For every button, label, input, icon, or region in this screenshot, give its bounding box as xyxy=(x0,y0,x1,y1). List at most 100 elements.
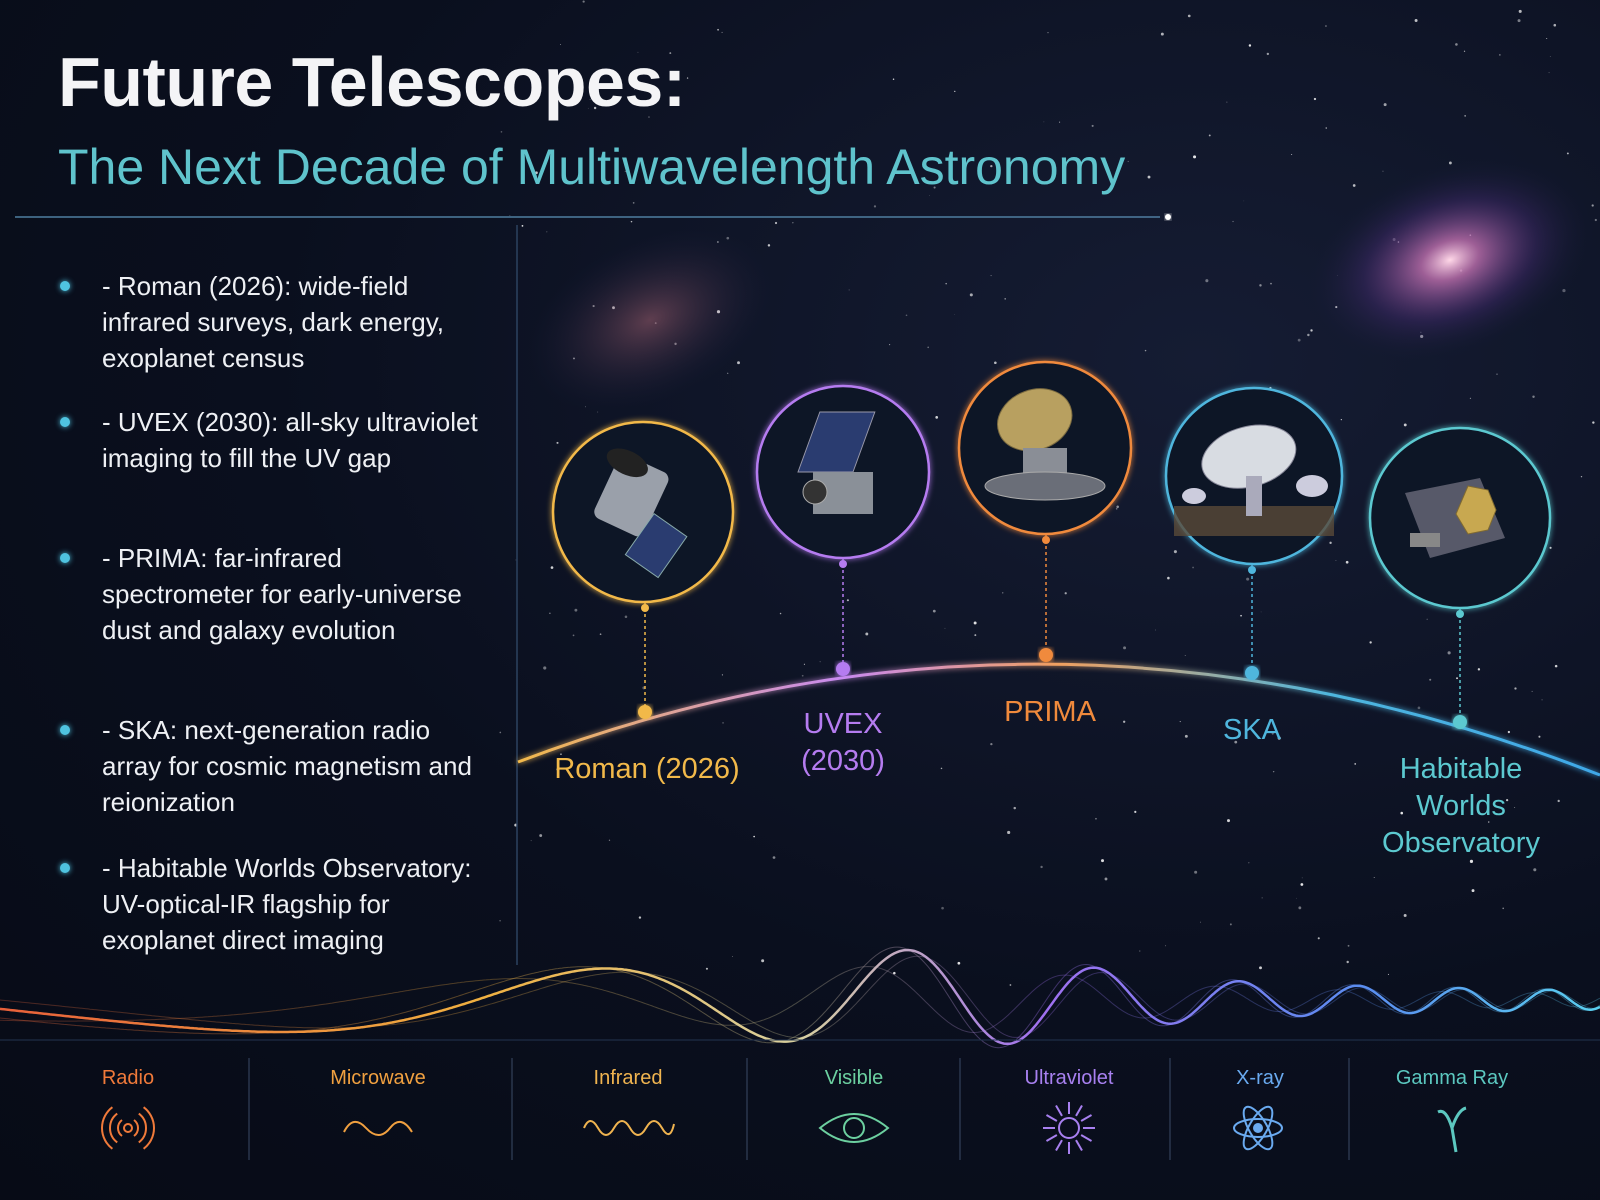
star xyxy=(1429,678,1432,681)
star xyxy=(608,839,611,841)
star xyxy=(1541,699,1543,701)
star xyxy=(721,674,724,676)
star xyxy=(530,840,532,842)
star xyxy=(1325,127,1327,129)
star xyxy=(994,361,997,365)
star xyxy=(731,956,733,957)
nebula xyxy=(527,229,773,411)
star xyxy=(1455,43,1458,46)
star xyxy=(1447,651,1451,655)
star xyxy=(1234,740,1238,744)
star xyxy=(1417,706,1421,710)
lens xyxy=(802,479,828,505)
star xyxy=(499,731,502,734)
star xyxy=(1317,937,1320,940)
star xyxy=(774,221,778,225)
star xyxy=(1229,923,1232,926)
spectrum-icon xyxy=(101,1106,155,1150)
star xyxy=(1002,592,1004,594)
star xyxy=(1095,817,1097,820)
star xyxy=(1546,38,1548,40)
icon-part xyxy=(1055,1104,1063,1117)
star xyxy=(1549,546,1552,549)
spectrum-icon xyxy=(1233,1105,1283,1151)
icon-part xyxy=(1075,1104,1083,1117)
timeline-dot xyxy=(836,662,850,676)
star xyxy=(560,753,562,755)
star xyxy=(1594,218,1597,222)
icon-part xyxy=(1045,1134,1058,1142)
star xyxy=(722,722,724,724)
spectrum-icon xyxy=(583,1120,675,1136)
spectrum-wave xyxy=(0,948,1600,1046)
star xyxy=(686,77,689,79)
connector-dot xyxy=(1456,610,1464,618)
star xyxy=(941,906,944,910)
star xyxy=(1301,877,1303,879)
star xyxy=(1205,279,1209,283)
star xyxy=(1514,806,1516,808)
mission-bullet: - Roman (2026): wide-field infrared surv… xyxy=(60,268,490,376)
star xyxy=(1208,134,1211,137)
dish-small xyxy=(1182,488,1206,504)
star xyxy=(1115,507,1118,510)
star xyxy=(848,289,850,291)
spectrum-label: X-ray xyxy=(1236,1067,1284,1089)
star xyxy=(1227,819,1230,823)
star xyxy=(1134,810,1137,814)
star xyxy=(1091,124,1094,127)
connector-dot xyxy=(839,560,847,568)
star xyxy=(1259,966,1262,970)
star xyxy=(1261,897,1263,899)
star xyxy=(1471,889,1475,893)
mission-bullet: - Habitable Worlds Observatory: UV-optic… xyxy=(60,850,490,958)
mission-bullet: - SKA: next-generation radio array for c… xyxy=(60,712,490,820)
icon-part xyxy=(101,1106,155,1150)
star xyxy=(589,99,591,101)
star xyxy=(1538,735,1541,738)
star xyxy=(1272,770,1275,773)
spectrum-icon xyxy=(818,1113,890,1143)
star xyxy=(549,612,551,614)
star xyxy=(1059,121,1061,123)
star xyxy=(1127,160,1129,163)
star xyxy=(1179,721,1181,723)
star xyxy=(1507,730,1511,734)
star xyxy=(873,205,877,208)
title: Future Telescopes: xyxy=(58,43,686,121)
star xyxy=(792,222,794,224)
star xyxy=(1346,960,1349,964)
spectrum-wave xyxy=(0,955,1600,1038)
star xyxy=(1104,877,1108,881)
star xyxy=(935,416,939,419)
star xyxy=(1200,921,1201,923)
dish-small xyxy=(1296,475,1328,497)
star xyxy=(521,224,524,227)
star xyxy=(889,344,891,346)
star xyxy=(556,441,559,444)
star xyxy=(1243,200,1245,202)
star xyxy=(1369,641,1372,644)
star xyxy=(1232,220,1234,223)
star xyxy=(1553,23,1557,27)
star xyxy=(634,88,635,90)
star xyxy=(560,43,561,45)
star xyxy=(1403,913,1407,917)
icon-part xyxy=(1242,1105,1274,1151)
star xyxy=(1226,101,1228,103)
spectrum-label: Radio xyxy=(101,1067,155,1089)
star xyxy=(1187,14,1191,18)
timeline-arc xyxy=(517,662,1600,777)
star xyxy=(1469,859,1474,863)
star xyxy=(1496,373,1498,375)
icon-part xyxy=(818,1113,890,1143)
star xyxy=(1160,32,1164,36)
star xyxy=(1307,333,1310,337)
star xyxy=(927,346,930,349)
star xyxy=(801,674,804,677)
star xyxy=(1499,54,1501,56)
star xyxy=(969,293,973,297)
star xyxy=(599,633,602,636)
star xyxy=(1502,907,1504,910)
